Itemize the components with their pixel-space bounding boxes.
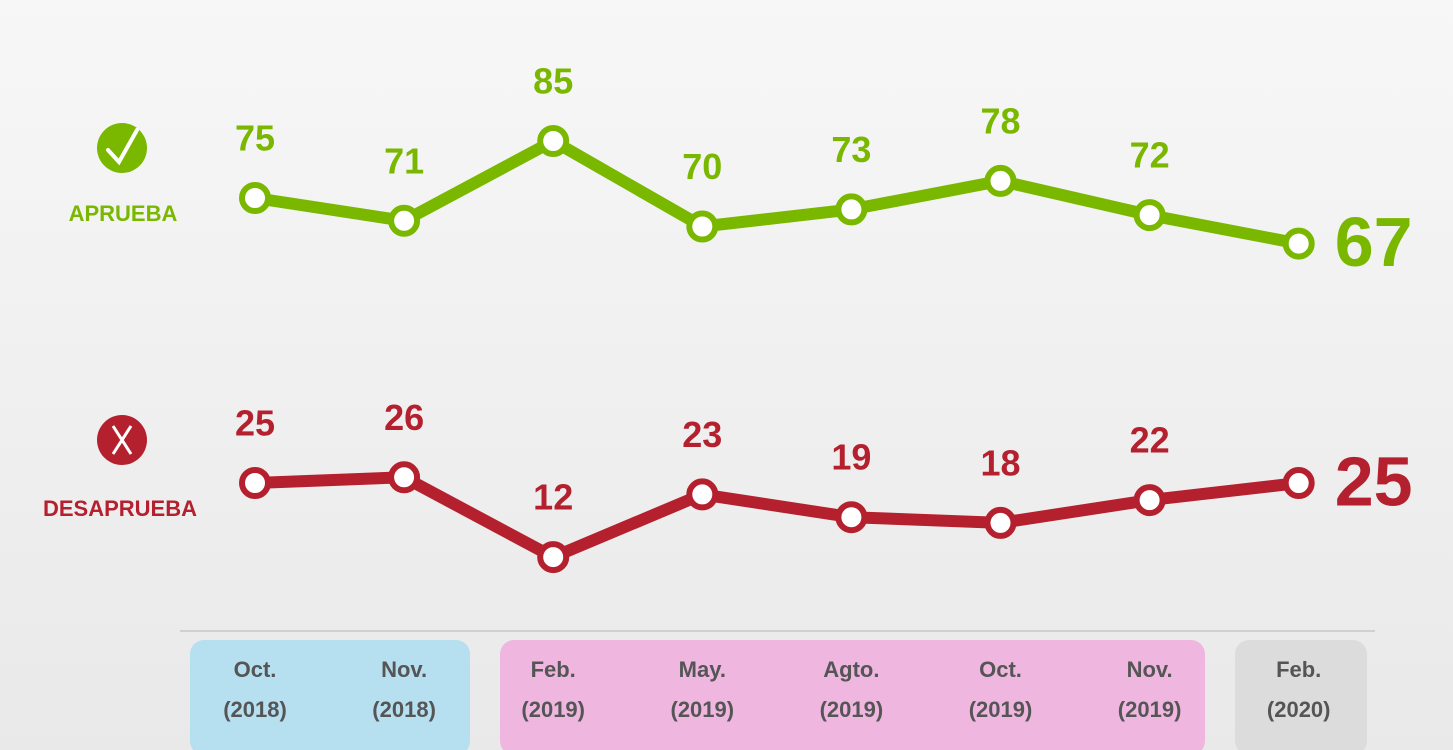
point <box>388 461 421 494</box>
point <box>537 541 570 574</box>
data-label: 72 <box>1130 135 1170 176</box>
data-label: 18 <box>980 442 1020 483</box>
data-label: 85 <box>533 61 573 102</box>
point <box>1282 467 1315 499</box>
group-box <box>500 640 1205 750</box>
x-tick-label: Nov. (2018) <box>372 657 436 722</box>
point <box>686 478 719 511</box>
x-tick-label: Oct. (2018) <box>223 657 287 722</box>
data-label: 70 <box>682 146 722 187</box>
x-tick-label: May. (2019) <box>670 657 735 722</box>
point <box>537 125 570 157</box>
x-tick-label: Feb. (2019) <box>521 657 585 722</box>
data-label: 78 <box>980 100 1020 141</box>
point <box>1282 227 1315 260</box>
data-label: 67 <box>1335 203 1413 281</box>
disapprove-icon <box>97 415 147 465</box>
series-line <box>254 471 1300 564</box>
data-label: 19 <box>831 437 871 478</box>
point <box>239 467 271 499</box>
point <box>835 193 868 226</box>
group-box <box>1235 640 1367 750</box>
data-label: 25 <box>235 403 275 444</box>
legend-label: APRUEBA <box>69 201 178 226</box>
point <box>1133 199 1166 232</box>
point <box>984 506 1017 539</box>
point <box>835 501 868 534</box>
x-tick-label: Agto. (2019) <box>819 657 884 722</box>
data-label: 73 <box>831 129 871 170</box>
point <box>388 204 421 237</box>
data-label: 71 <box>384 140 424 181</box>
data-label: 12 <box>533 477 573 518</box>
data-label: 75 <box>235 118 275 159</box>
legend-label: DESAPRUEBA <box>43 496 197 521</box>
point <box>686 210 719 243</box>
data-label: 25 <box>1335 442 1413 520</box>
point <box>984 164 1017 197</box>
data-label: 22 <box>1130 420 1170 461</box>
series-line <box>254 135 1300 250</box>
x-tick-label: Oct. (2019) <box>968 657 1033 722</box>
data-label: 23 <box>682 414 722 455</box>
data-label: 26 <box>384 397 424 438</box>
x-tick-label: Feb. (2020) <box>1266 657 1331 722</box>
point <box>1133 484 1166 517</box>
x-tick-label: Nov. (2019) <box>1117 657 1182 722</box>
approve-icon <box>97 123 147 173</box>
point <box>239 182 271 214</box>
group-box <box>190 640 470 750</box>
